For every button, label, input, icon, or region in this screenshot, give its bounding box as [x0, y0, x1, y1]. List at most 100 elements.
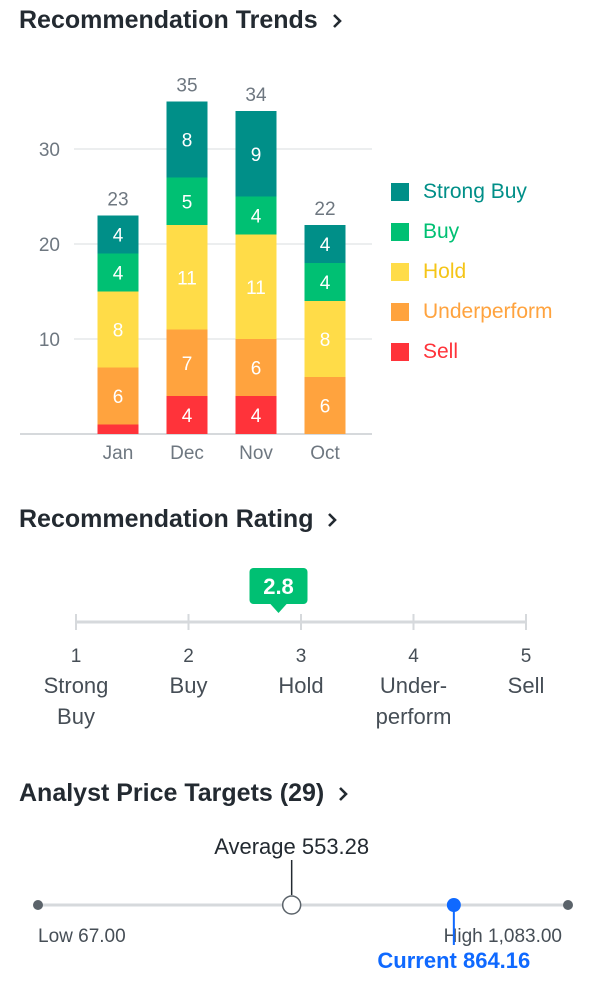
bar-segment-buy[interactable]: [235, 196, 277, 235]
rating-scale-label: Strong: [44, 673, 109, 698]
y-tick-label: 20: [39, 235, 60, 256]
legend-label: Sell: [423, 340, 459, 363]
bar-segment-value: 8: [320, 330, 331, 351]
bar-segment-value: 11: [246, 278, 266, 299]
average-target-marker[interactable]: [281, 895, 302, 915]
recommendation-trends-chart: 10 20 30 6 8 4 4 23 Jan 4 7 11 5 8 35 Dec 4 6 11 4 9 34 Nov 6 8 4…: [20, 76, 372, 465]
recommendation-rating-title-text: Recommendation Rating: [19, 505, 314, 533]
legend-label: Strong Buy: [423, 180, 527, 203]
x-tick-label: Oct: [310, 443, 340, 464]
rating-scale-number: 1: [71, 646, 82, 667]
bar-segment-underperform[interactable]: [166, 329, 208, 397]
legend-label: Buy: [423, 220, 460, 243]
bar-segment-value: 11: [177, 268, 197, 289]
average-target-label: Average 553.28: [214, 834, 369, 859]
rating-value-badge: 2.8: [249, 568, 308, 613]
bar-segment-buy[interactable]: [166, 177, 208, 226]
bar-segment-value: 4: [251, 207, 262, 228]
bar-segment-hold[interactable]: [166, 225, 208, 330]
bar-segment-value: 6: [251, 359, 262, 380]
bar-segment-hold[interactable]: [235, 234, 277, 340]
bar-segment-value: 8: [113, 321, 124, 342]
bar-total-label: 34: [245, 85, 267, 106]
legend-item-buy[interactable]: Buy: [391, 212, 553, 252]
bar-segment-value: 6: [320, 397, 331, 418]
legend-item-underperform[interactable]: Underperform: [391, 292, 553, 332]
analyst-price-targets-chart: Average 553.28 Low 67.00 High 1,083.00Curr…: [33, 834, 573, 973]
legend-swatch: [391, 303, 409, 321]
bar-segment-value: 4: [182, 406, 193, 427]
rating-scale-label: Sell: [508, 673, 545, 698]
rating-scale-label-line2: perform: [376, 704, 452, 729]
legend-item-hold[interactable]: Hold: [391, 252, 553, 292]
rating-scale-number: 4: [408, 646, 419, 667]
rating-scale-number: 2: [183, 646, 194, 667]
bar-segment-value: 4: [320, 273, 331, 294]
x-tick-label: Nov: [239, 443, 273, 464]
bar-segment-value: 4: [113, 264, 124, 285]
legend-item-sell[interactable]: Sell: [391, 332, 553, 372]
chart-bars: [97, 101, 346, 435]
bar-segment-sell[interactable]: [235, 396, 277, 434]
rating-scale-label-line2: Buy: [57, 704, 95, 729]
bar-segment-value: 4: [320, 235, 331, 256]
bar-segment-value: 8: [182, 131, 193, 152]
bar-segment-strong-buy[interactable]: [235, 111, 277, 197]
y-tick-label: 10: [39, 330, 60, 351]
chevron-right-icon: [332, 13, 342, 28]
legend-label: Underperform: [423, 300, 553, 323]
bar-segment-strong-buy[interactable]: [304, 225, 346, 263]
rating-scale-label: Hold: [278, 673, 323, 698]
bar-segment-buy[interactable]: [97, 253, 139, 292]
bar-segment-strong-buy[interactable]: [166, 101, 208, 178]
legend-swatch: [391, 223, 409, 241]
high-target-dot: [563, 900, 573, 910]
bar-total-label: 23: [107, 190, 128, 211]
chevron-right-icon: [339, 786, 349, 801]
rating-scale-label: Under-: [380, 673, 447, 698]
legend-item-strong-buy[interactable]: Strong Buy: [391, 172, 553, 212]
bar-segment-buy[interactable]: [304, 263, 346, 301]
bar-segment-underperform[interactable]: [97, 367, 139, 425]
low-target-label: Low 67.00: [38, 926, 126, 947]
chart-legend: Strong Buy Buy Hold Underperform Sell: [391, 172, 553, 372]
analyst-price-targets-title[interactable]: Analyst Price Targets (29): [19, 779, 352, 808]
bar-segment-underperform[interactable]: [235, 339, 277, 396]
low-target-dot: [33, 900, 43, 910]
legend-swatch: [391, 343, 409, 361]
recommendation-rating-scale: 1 Strong Buy 2 Buy 3 Hold 4 Under-perform 5 Sell 2.…: [44, 568, 545, 729]
chart-labels: 10 20 30 6 8 4 4 23 Jan 4 7 11 5 8 35 Dec 4 6 11 4 9 34 Nov 6 8 4…: [39, 76, 341, 465]
legend-label: Hold: [423, 260, 467, 283]
bar-segment-value: 7: [182, 354, 193, 375]
bar-segment-value: 5: [182, 192, 193, 213]
legend-swatch: [391, 183, 409, 201]
bar-segment-hold[interactable]: [97, 291, 139, 368]
rating-scale-number: 5: [521, 646, 532, 667]
bar-segment-underperform[interactable]: [304, 377, 346, 434]
chevron-right-icon: [328, 512, 338, 527]
bar-segment-value: 6: [113, 387, 124, 408]
analyst-price-targets-title-text: Analyst Price Targets (29): [19, 779, 325, 807]
bar-segment-value: 4: [251, 406, 262, 427]
rating-value: 2.8: [263, 574, 294, 599]
x-tick-label: Dec: [170, 443, 204, 464]
bar-segment-value: 9: [251, 145, 262, 166]
bar-total-label: 35: [176, 76, 197, 97]
bar-total-label: 22: [314, 199, 335, 220]
legend-swatch: [391, 263, 409, 281]
recommendation-trends-title[interactable]: Recommendation Trends: [19, 6, 346, 35]
bar-segment-sell[interactable]: [166, 396, 208, 434]
rating-scale-number: 3: [296, 646, 307, 667]
high-target-label: High 1,083.00: [444, 926, 562, 947]
current-price-marker[interactable]: [446, 898, 461, 912]
recommendation-rating-title[interactable]: Recommendation Rating: [19, 505, 341, 534]
bar-segment-hold[interactable]: [304, 301, 346, 377]
rating-scale-label: Buy: [170, 673, 208, 698]
current-price-label: Current 864.16: [377, 948, 530, 973]
bar-segment-sell[interactable]: [97, 424, 139, 435]
x-tick-label: Jan: [103, 443, 134, 464]
bar-segment-value: 4: [113, 226, 124, 247]
y-tick-label: 30: [39, 140, 60, 161]
recommendation-trends-title-text: Recommendation Trends: [19, 6, 318, 34]
bar-segment-strong-buy[interactable]: [97, 215, 139, 254]
